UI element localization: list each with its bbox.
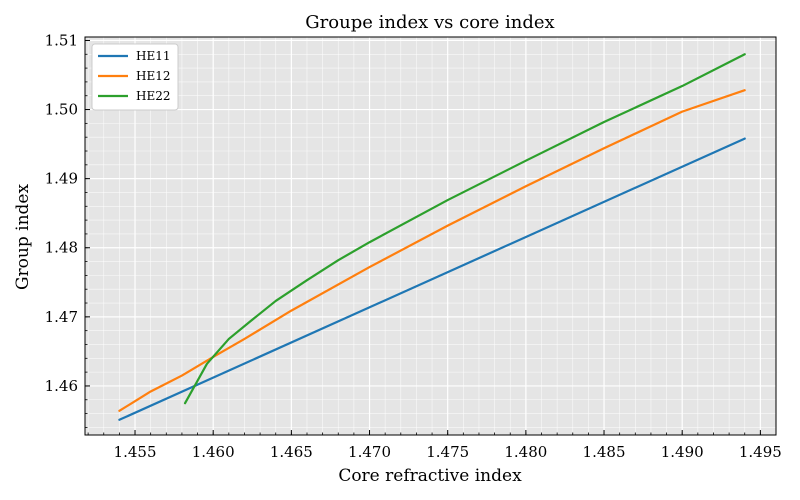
y-tick-label: 1.48 <box>45 239 78 257</box>
grid-major <box>85 37 776 435</box>
x-tick-label: 1.490 <box>661 443 704 461</box>
series-line-he11 <box>118 137 746 421</box>
tick-labels: 1.455 1.460 1.465 1.470 1.475 1.480 1.485 1.490… <box>45 31 782 461</box>
legend-label-he12: HE12 <box>136 69 171 83</box>
x-tick-label: 1.470 <box>348 443 391 461</box>
ticks <box>85 39 777 435</box>
x-tick-label: 1.480 <box>504 443 547 461</box>
y-axis-label: Group index <box>13 184 33 291</box>
x-axis-label: Core refractive index <box>338 466 522 486</box>
series-line-he22 <box>183 53 746 405</box>
x-tick-label: 1.455 <box>114 443 157 461</box>
y-tick-label: 1.47 <box>45 308 78 326</box>
y-tick-label: 1.50 <box>45 101 78 119</box>
y-tick-label: 1.49 <box>45 170 78 188</box>
legend-label-he22: HE22 <box>136 89 171 103</box>
x-tick-label: 1.495 <box>739 443 782 461</box>
plot-frame <box>84 36 777 436</box>
y-tick-label: 1.46 <box>45 377 78 395</box>
legend: HE11 HE12 HE22 <box>91 43 179 111</box>
x-tick-label: 1.460 <box>192 443 235 461</box>
legend-label-he11: HE11 <box>136 49 171 63</box>
x-tick-label: 1.465 <box>270 443 313 461</box>
series-line-he12 <box>118 89 746 412</box>
x-tick-label: 1.485 <box>583 443 626 461</box>
chart-title: Groupe index vs core index <box>305 12 554 33</box>
series-group <box>118 53 746 421</box>
legend-box <box>91 43 179 111</box>
y-tick-label: 1.51 <box>45 31 78 49</box>
x-tick-label: 1.475 <box>426 443 469 461</box>
